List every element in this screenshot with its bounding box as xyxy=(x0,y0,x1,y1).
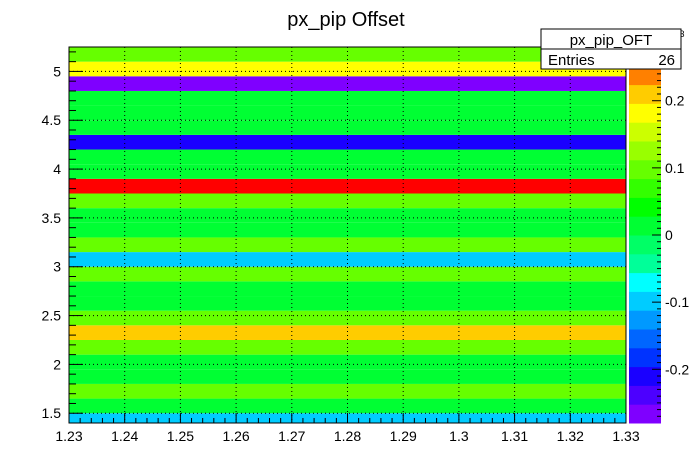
y-tick-label: 2 xyxy=(53,356,61,372)
chart-title: px_pip Offset xyxy=(287,9,405,31)
palette-band xyxy=(629,84,661,104)
palette-band xyxy=(629,216,661,236)
palette-band xyxy=(629,65,661,86)
palette-band xyxy=(629,141,661,161)
palette-band xyxy=(629,159,661,180)
heatmap-cell xyxy=(69,105,626,121)
color-palette xyxy=(629,47,661,424)
heatmap-cell xyxy=(69,90,626,106)
y-tick-label: 4.5 xyxy=(42,112,62,128)
x-tick-label: 1.24 xyxy=(111,428,138,444)
stats-entries-value: 26 xyxy=(658,52,675,69)
heatmap-cell xyxy=(69,354,626,370)
y-tick-label: 1.5 xyxy=(42,405,62,421)
heatmap-cell xyxy=(69,61,626,77)
palette-band xyxy=(629,366,661,386)
heatmap-cell xyxy=(69,193,626,209)
heatmap-cell xyxy=(69,266,626,282)
z-tick-label: 0.2 xyxy=(665,93,685,109)
y-tick-label: 4 xyxy=(53,161,61,177)
z-axis: -0.2 -0.1 0 0.1 0.2 xyxy=(652,53,689,417)
palette-band xyxy=(629,235,661,255)
y-tick-label: 3 xyxy=(53,259,61,275)
x-tick-label: 1.31 xyxy=(501,428,528,444)
palette-band xyxy=(629,291,661,311)
heatmap-cell xyxy=(69,281,626,297)
heatmap-cell xyxy=(69,310,626,326)
y-tick-label: 5 xyxy=(53,63,61,79)
y-tick-label: 3.5 xyxy=(42,210,62,226)
heatmap-cells xyxy=(69,47,626,423)
x-tick-label: 1.26 xyxy=(222,428,249,444)
heatmap-cell xyxy=(69,237,626,253)
palette-band xyxy=(629,197,661,217)
heatmap-cell xyxy=(69,398,626,414)
z-tick-label: -0.1 xyxy=(665,294,689,310)
z-tick-label: 0 xyxy=(665,227,673,243)
palette-band xyxy=(629,103,661,123)
heatmap-cell xyxy=(69,222,626,238)
x-tick-label: 1.23 xyxy=(55,428,82,444)
x-tick-label: 1.29 xyxy=(390,428,417,444)
stats-box-title: px_pip_OFT xyxy=(570,32,653,49)
x-tick-label: 1.32 xyxy=(557,428,584,444)
palette-band xyxy=(629,310,661,330)
x-tick-label: 1.33 xyxy=(612,428,639,444)
y-tick-label: 2.5 xyxy=(42,308,62,324)
x-axis: 1.23 1.24 1.25 1.26 1.27 1.28 1.29 1.3 1.31 1.32 1… xyxy=(55,413,640,444)
palette-band xyxy=(629,253,661,274)
heatmap-cell xyxy=(69,178,626,194)
x-tick-label: 1.27 xyxy=(278,428,305,444)
x-tick-label: 1.3 xyxy=(449,428,469,444)
heatmap-cell xyxy=(69,149,626,165)
heatmap-cell xyxy=(69,369,626,384)
z-tick-label: 0.1 xyxy=(665,160,685,176)
stats-box: px_pip_OFT Entries 26 xyxy=(540,28,682,70)
heatmap-cell xyxy=(69,134,626,150)
x-tick-label: 1.25 xyxy=(167,428,194,444)
stats-entries-label: Entries xyxy=(548,52,595,69)
palette-band xyxy=(629,404,661,424)
heatmap-cell xyxy=(69,325,626,340)
x-tick-label: 1.28 xyxy=(334,428,361,444)
y-axis: 1.5 2 2.5 3 3.5 4 4.5 5 xyxy=(42,51,83,424)
palette-band xyxy=(629,329,661,349)
palette-band xyxy=(629,385,661,405)
grid-lines xyxy=(69,47,626,423)
heatmap-cell xyxy=(69,47,626,62)
palette-band xyxy=(629,178,661,198)
palette-band xyxy=(629,272,661,292)
z-tick-label: -0.2 xyxy=(665,361,689,377)
palette-band xyxy=(629,122,661,142)
palette-band xyxy=(629,347,661,368)
